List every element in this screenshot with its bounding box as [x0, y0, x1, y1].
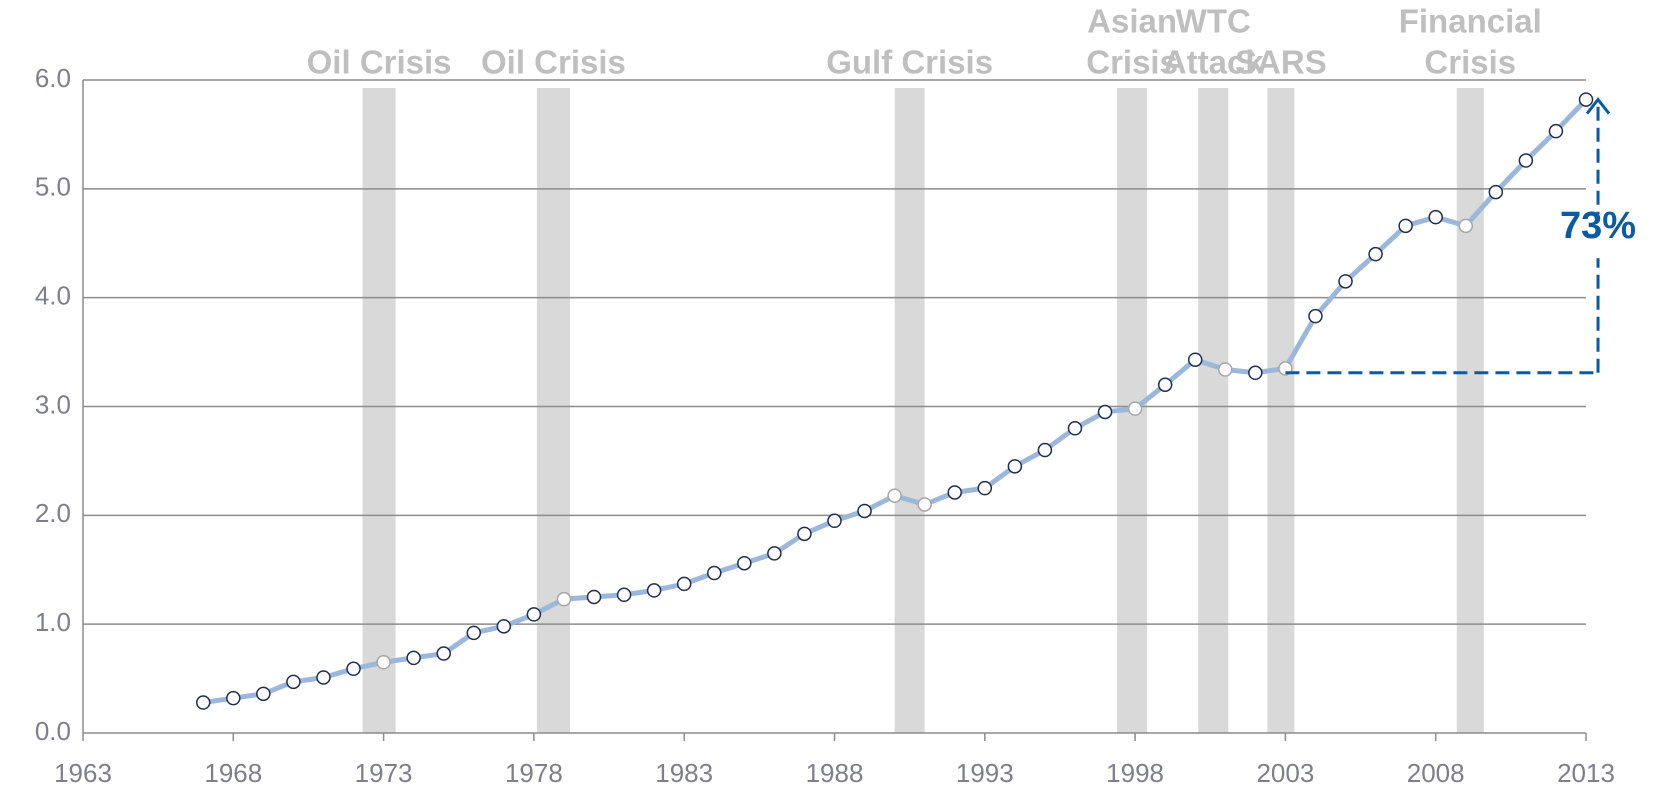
data-point	[707, 565, 722, 581]
y-tick-label: 6.0	[35, 63, 71, 93]
band-label: Asian	[1087, 3, 1177, 40]
data-point	[767, 546, 782, 561]
data-point	[1007, 459, 1023, 474]
y-tick-label: 4.0	[35, 281, 71, 311]
data-point	[616, 587, 632, 603]
x-tick-label: 1983	[655, 758, 713, 788]
x-tick-label: 2003	[1256, 758, 1314, 788]
data-point	[1097, 404, 1113, 420]
data-point	[917, 497, 932, 512]
data-point	[195, 695, 211, 710]
label-bg	[1558, 214, 1639, 259]
y-tick-label: 0.0	[35, 716, 71, 746]
data-point	[1428, 209, 1443, 225]
data-point	[1067, 421, 1083, 436]
data-point	[1548, 123, 1564, 139]
data-point	[1037, 442, 1053, 458]
crisis-band	[894, 88, 925, 733]
data-point	[1218, 362, 1233, 377]
band-label: Crisis	[1424, 44, 1516, 81]
data-point	[1127, 401, 1143, 416]
crisis-band	[536, 88, 570, 733]
data-point	[526, 607, 542, 622]
data-point	[466, 625, 482, 641]
y-tick-label: 3.0	[35, 389, 71, 419]
x-tick-label: 1973	[355, 758, 413, 788]
data-point	[797, 526, 812, 542]
data-point	[1488, 184, 1504, 200]
x-tick-label: 2008	[1407, 758, 1465, 788]
arrow-head	[1585, 97, 1611, 115]
data-point	[1368, 246, 1383, 262]
data-point	[827, 513, 842, 529]
y-tick-label: 2.0	[35, 498, 71, 528]
data-point	[977, 480, 993, 496]
y-tick-label: 5.0	[35, 172, 71, 202]
data-point	[1338, 274, 1353, 289]
data-point	[1518, 153, 1534, 168]
band-label: SARS	[1235, 44, 1327, 81]
data-point	[556, 591, 572, 607]
x-tick-label: 1968	[204, 758, 262, 788]
data-point	[646, 583, 662, 598]
x-tick-label: 1978	[505, 758, 563, 788]
band-label: Oil Crisis	[481, 44, 626, 81]
data-point	[406, 650, 421, 666]
x-tick-label: 2013	[1557, 758, 1615, 788]
band-label: Oil Crisis	[307, 44, 452, 81]
data-point	[376, 655, 391, 670]
data-point	[586, 589, 602, 605]
data-point	[346, 661, 361, 677]
data-point	[1187, 352, 1203, 367]
annotation-label: 73%	[1560, 205, 1636, 247]
data-point	[496, 619, 512, 634]
data-point	[256, 686, 271, 702]
y-tick-label: 1.0	[35, 607, 71, 637]
data-point	[1308, 308, 1323, 324]
data-point	[226, 690, 241, 706]
band-label: WTC	[1176, 3, 1251, 40]
band-label: Gulf Crisis	[826, 44, 993, 81]
data-point	[1157, 377, 1173, 392]
data-point	[1458, 218, 1474, 234]
crisis-band	[1198, 88, 1229, 733]
x-tick-label: 1988	[806, 758, 864, 788]
x-tick-label: 1963	[54, 758, 112, 788]
crisis-band	[362, 88, 396, 733]
data-point	[887, 488, 902, 503]
data-point	[947, 485, 962, 500]
data-point	[1398, 218, 1413, 234]
band-label: Crisis	[1086, 44, 1178, 81]
band-label: Financial	[1399, 3, 1542, 40]
data-point	[1578, 92, 1594, 107]
data-point	[316, 670, 331, 685]
x-tick-label: 1998	[1106, 758, 1164, 788]
x-tick-label: 1993	[956, 758, 1014, 788]
data-point	[1248, 365, 1263, 381]
data-point	[436, 646, 451, 661]
data-point	[286, 674, 301, 690]
data-point	[676, 576, 692, 592]
band-label: Attack	[1163, 44, 1265, 81]
crisis-band	[1267, 88, 1295, 733]
data-point	[857, 503, 872, 519]
data-point	[737, 555, 752, 571]
crisis-band	[1456, 88, 1484, 733]
